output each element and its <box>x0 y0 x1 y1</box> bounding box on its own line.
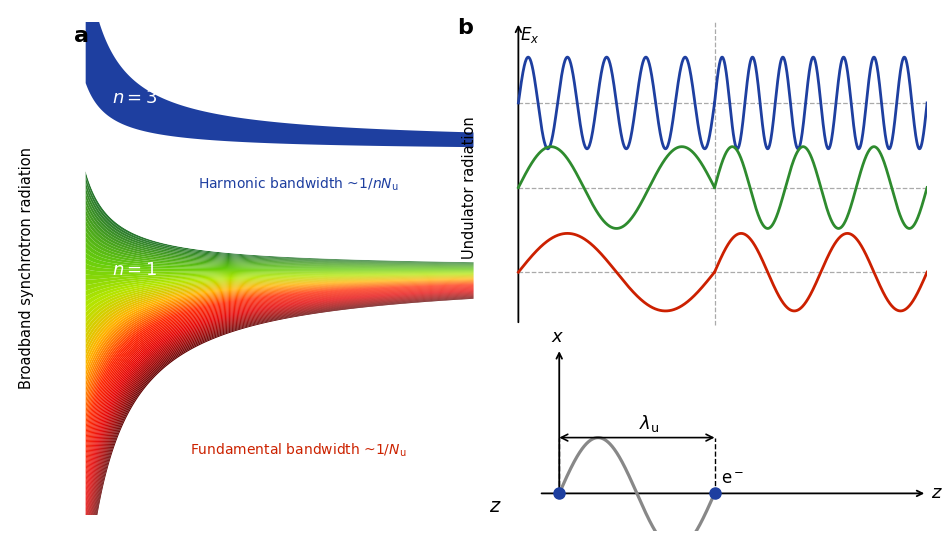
Text: $E_x$: $E_x$ <box>520 25 540 45</box>
Text: Harmonic bandwidth ~$1/nN_\mathrm{u}$: Harmonic bandwidth ~$1/nN_\mathrm{u}$ <box>198 176 399 194</box>
Text: $n = 1$: $n = 1$ <box>113 261 158 279</box>
Text: Broadband synchrotron radiation: Broadband synchrotron radiation <box>20 147 34 389</box>
Text: $n = 3$: $n = 3$ <box>113 89 158 107</box>
Text: b: b <box>457 19 473 38</box>
Text: $\mathrm{e}^-$: $\mathrm{e}^-$ <box>721 470 744 488</box>
Text: Undulator radiation: Undulator radiation <box>462 116 477 259</box>
Text: $\lambda_\mathrm{u}$: $\lambda_\mathrm{u}$ <box>639 413 659 434</box>
Text: $x$: $x$ <box>551 328 564 346</box>
Text: Fundamental bandwidth ~$1/N_\mathrm{u}$: Fundamental bandwidth ~$1/N_\mathrm{u}$ <box>190 441 407 458</box>
Text: $z$: $z$ <box>931 485 943 502</box>
Text: $z$: $z$ <box>488 497 501 516</box>
Text: a: a <box>74 26 89 45</box>
